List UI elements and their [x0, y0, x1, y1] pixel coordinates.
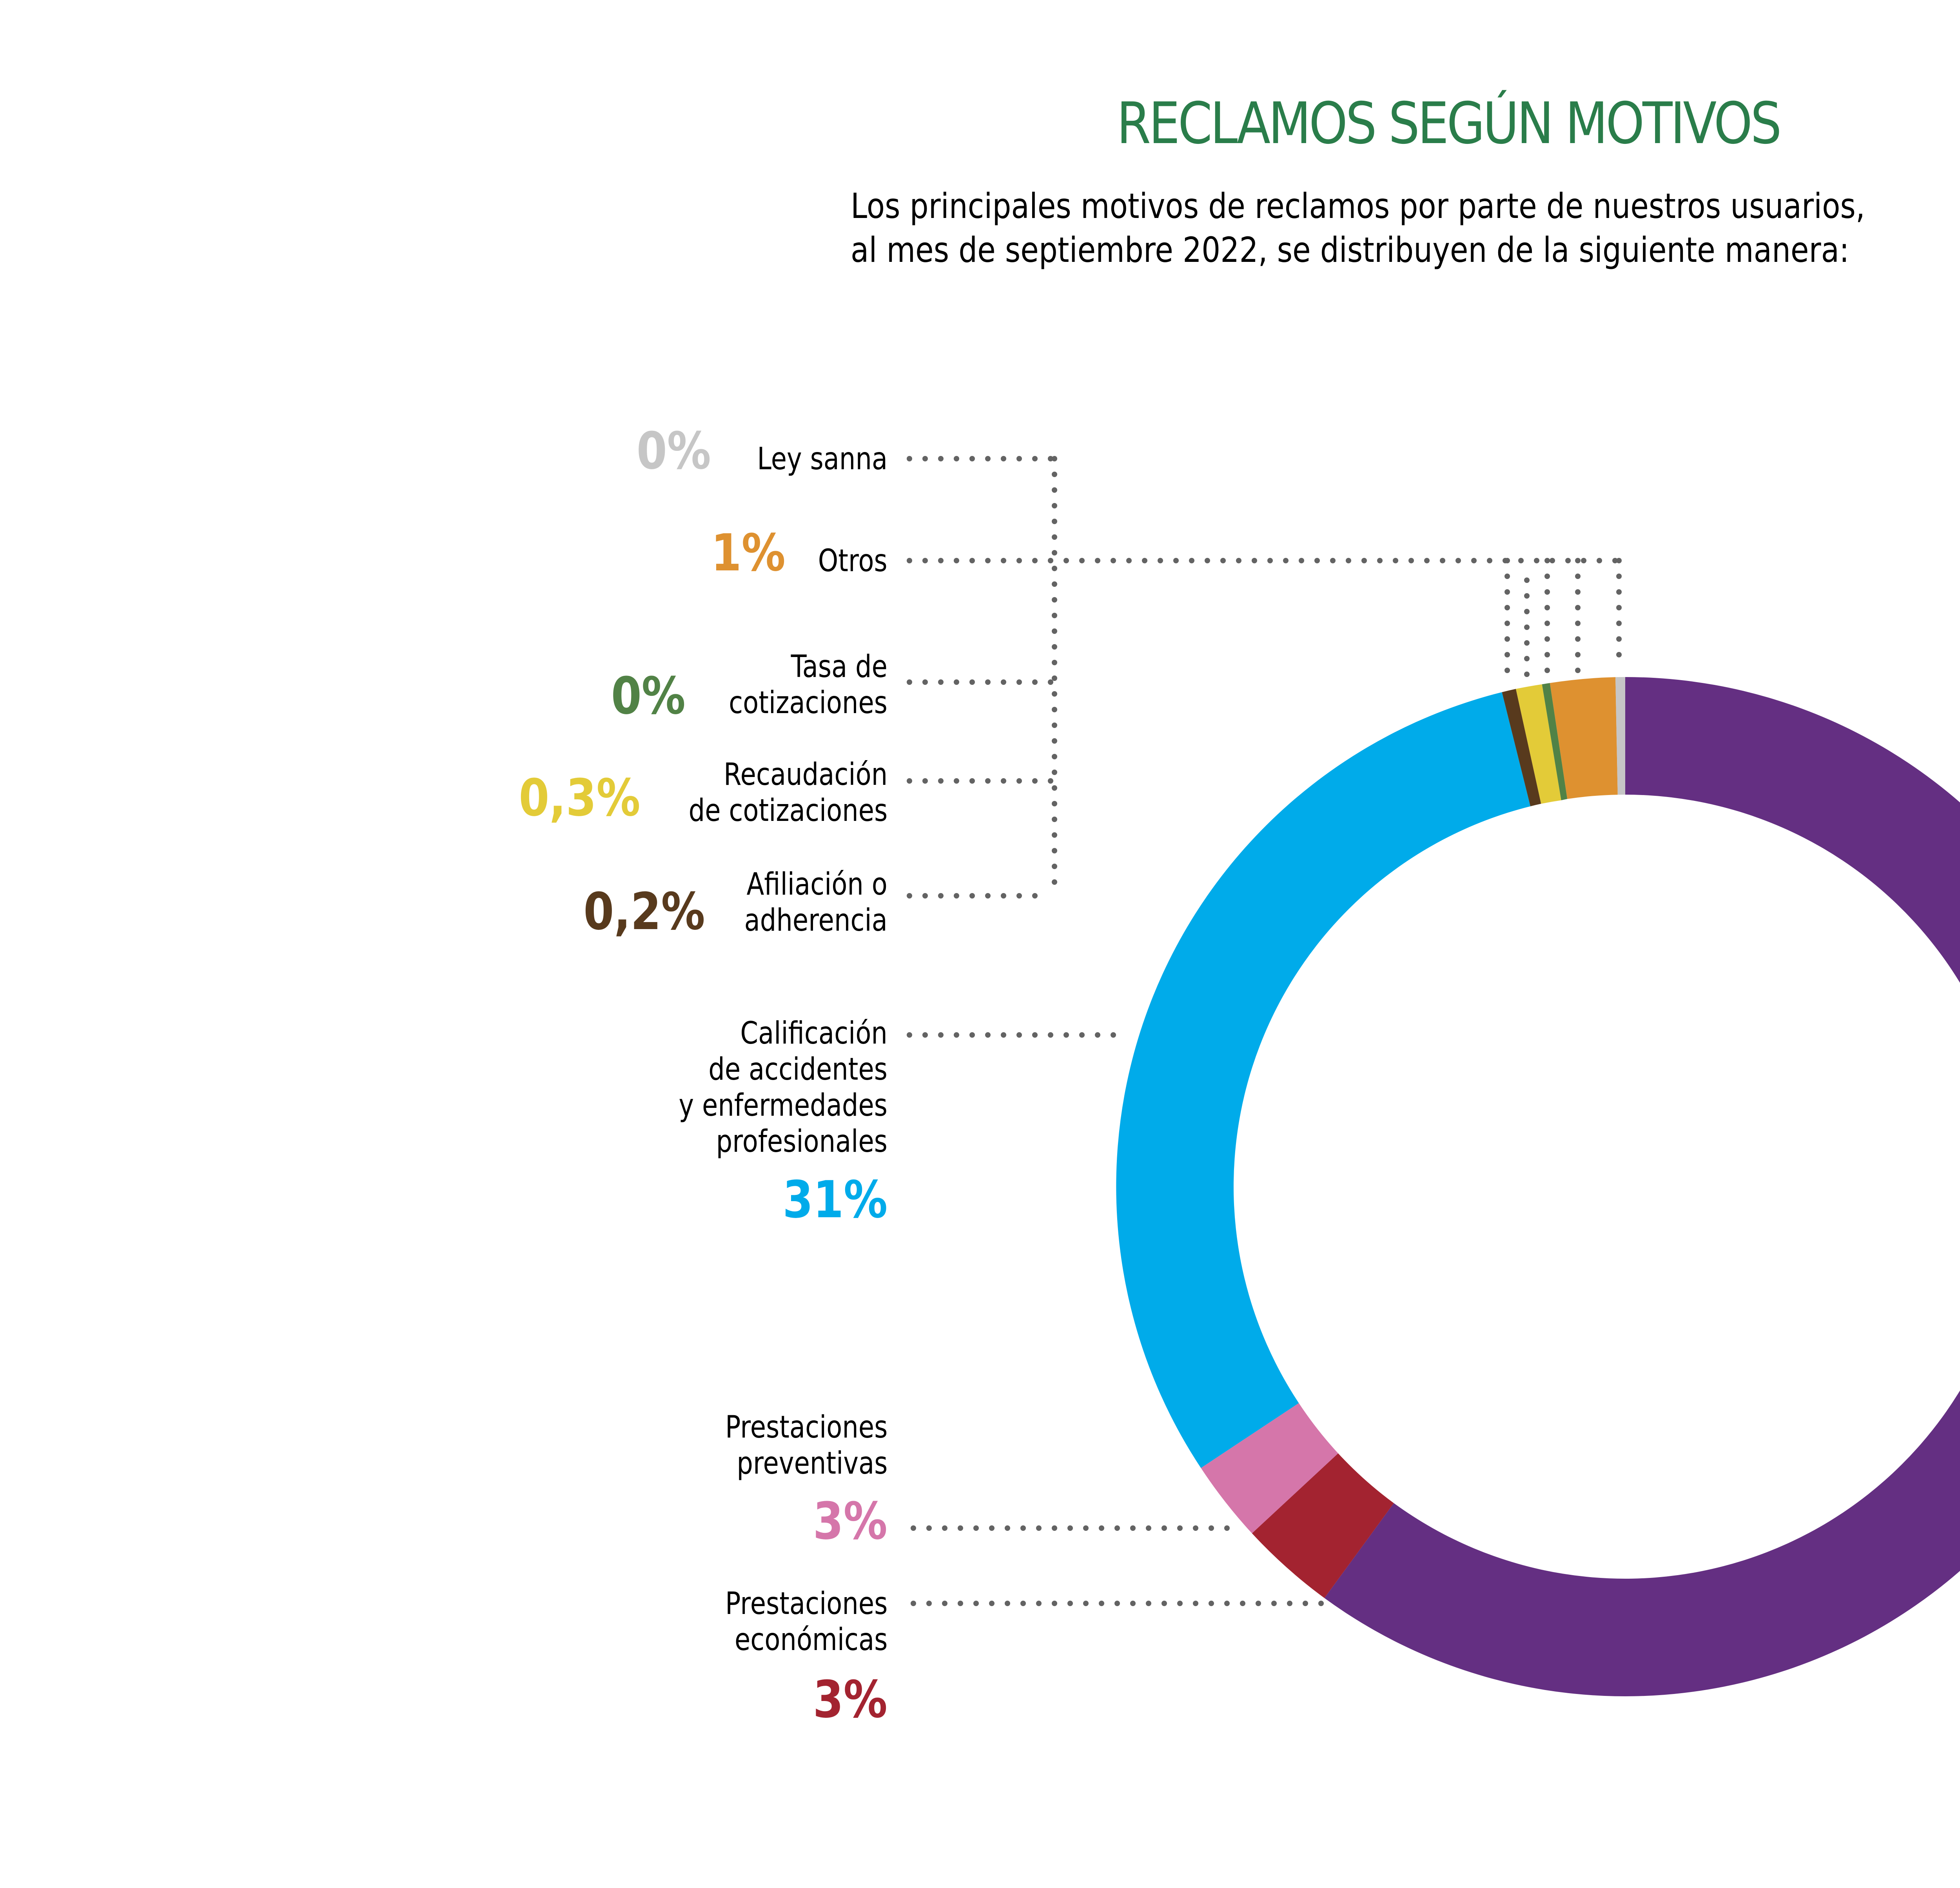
- donut-segments: [1116, 677, 1960, 1696]
- segment-prestaciones-economicas: [1252, 1453, 1394, 1598]
- subtitle-line-2: al mes de septiembre 2022, se distribuye…: [851, 230, 1849, 270]
- segment-recaudacion: [1516, 684, 1561, 804]
- segment-otros: [1550, 677, 1618, 799]
- chart-subtitle: Los principales motivos de reclamos por …: [851, 184, 1865, 272]
- pct-afiliacion: 0,2%: [583, 882, 705, 941]
- leader-lines: [907, 456, 1622, 1606]
- pct-prestaciones-preventivas: 3%: [813, 1491, 887, 1551]
- segment-tasa-cotizaciones: [1542, 683, 1568, 801]
- segment-calificacion: [1116, 692, 1531, 1468]
- pct-otros: 1%: [711, 523, 786, 583]
- pct-calificacion: 31%: [782, 1170, 887, 1229]
- segment-prestaciones-preventivas: [1201, 1403, 1338, 1534]
- label-tasa-cotizaciones: Tasa de cotizaciones: [729, 649, 887, 721]
- label-ley-sanna: Ley sanna: [757, 441, 887, 477]
- label-prestaciones-preventivas: Prestaciones preventivas: [725, 1410, 887, 1481]
- pct-recaudacion: 0,3%: [519, 768, 641, 828]
- pct-prestaciones-economicas: 3%: [813, 1670, 887, 1729]
- chart-title: RECLAMOS SEGÚN MOTIVOS: [1116, 90, 1782, 157]
- segment-afiliacion: [1502, 689, 1541, 806]
- label-afiliacion: Afiliación o adherencia: [744, 867, 887, 938]
- pct-tasa-cotizaciones: 0%: [611, 666, 686, 726]
- label-calificacion: Calificación de accidentes y enfermedade…: [679, 1016, 887, 1159]
- segment-prestaciones-medicas: [1324, 677, 1960, 1696]
- subtitle-line-1: Los principales motivos de reclamos por …: [851, 186, 1865, 226]
- label-prestaciones-economicas: Prestaciones económicas: [725, 1586, 887, 1657]
- segment-ley-sanna: [1615, 677, 1625, 795]
- label-recaudacion: Recaudación de cotizaciones: [688, 757, 887, 828]
- label-otros: Otros: [818, 543, 887, 579]
- pct-ley-sanna: 0%: [637, 421, 711, 481]
